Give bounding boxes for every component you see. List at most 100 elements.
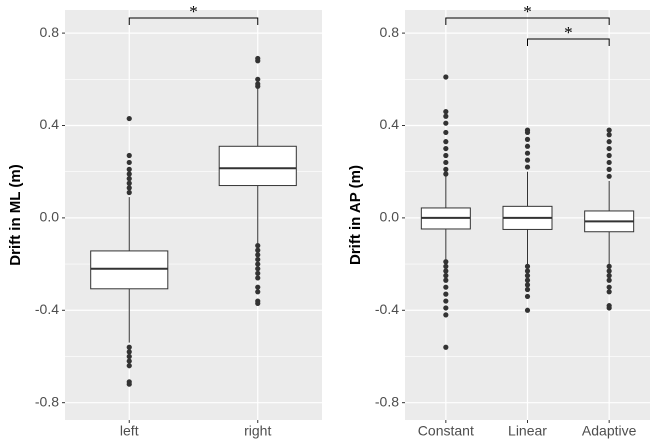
outlier xyxy=(126,115,132,122)
significance-bracket xyxy=(445,17,610,25)
y-tick-label: -0.8 xyxy=(375,393,399,409)
outlier xyxy=(524,273,531,279)
outlier xyxy=(606,132,612,138)
outlier xyxy=(126,344,132,350)
outlier xyxy=(606,268,612,274)
outlier xyxy=(443,152,449,159)
outlier xyxy=(255,300,261,306)
x-tick-label: Constant xyxy=(418,423,474,439)
outlier xyxy=(524,307,531,313)
outlier xyxy=(126,152,132,159)
outlier xyxy=(606,127,612,133)
outlier xyxy=(443,139,449,145)
x-tick-label: Linear xyxy=(508,423,547,439)
outlier xyxy=(524,164,531,170)
outlier xyxy=(255,76,261,82)
outlier xyxy=(606,284,612,290)
y-tick-label: 0.0 xyxy=(40,209,60,225)
outlier xyxy=(524,136,531,142)
significance-star: * xyxy=(564,23,573,42)
outlier xyxy=(524,143,531,149)
outlier xyxy=(606,173,612,179)
y-tick-label: -0.4 xyxy=(35,301,59,317)
outlier xyxy=(443,273,449,279)
outlier xyxy=(126,159,132,166)
outlier xyxy=(126,363,132,369)
outlier xyxy=(443,109,449,115)
outlier xyxy=(255,81,261,87)
outlier xyxy=(126,180,132,186)
panel-background xyxy=(65,10,322,420)
outlier xyxy=(255,266,261,272)
outlier xyxy=(606,166,612,172)
outlier xyxy=(443,166,449,172)
outlier xyxy=(443,305,449,311)
outlier xyxy=(126,353,132,360)
y-tick-label: 0.4 xyxy=(380,116,400,132)
outlier xyxy=(443,120,449,126)
outlier xyxy=(126,189,132,196)
outlier xyxy=(443,298,449,304)
outlier xyxy=(524,286,531,293)
y-tick-label: 0.8 xyxy=(380,24,400,40)
outlier xyxy=(126,176,132,182)
outlier xyxy=(606,305,612,311)
x-tick-label: Adaptive xyxy=(582,423,637,439)
significance-bracket xyxy=(527,38,610,46)
outlier xyxy=(524,268,531,274)
outlier xyxy=(443,145,449,152)
outlier xyxy=(126,349,132,355)
outlier xyxy=(443,277,449,283)
outlier xyxy=(443,113,449,119)
outlier xyxy=(126,381,132,387)
outlier xyxy=(443,344,449,350)
outlier xyxy=(255,261,261,267)
outlier xyxy=(443,291,449,297)
outlier xyxy=(606,273,612,279)
outlier xyxy=(606,159,612,166)
outlier xyxy=(606,145,612,152)
outlier xyxy=(524,263,531,269)
y-tick-label: 0.4 xyxy=(40,116,60,132)
significance-star: * xyxy=(523,2,532,21)
significance-bracket xyxy=(128,17,259,25)
y-tick-label: 0.8 xyxy=(40,24,60,40)
outlier xyxy=(255,252,261,258)
outlier xyxy=(606,277,612,283)
outlier xyxy=(606,152,612,159)
x-tick-label: right xyxy=(244,423,271,439)
y-tick-label: -0.8 xyxy=(35,393,59,409)
outlier xyxy=(126,358,132,364)
outlier xyxy=(255,55,261,62)
outlier xyxy=(255,289,261,295)
y-tick-label: -0.4 xyxy=(375,301,399,317)
outlier xyxy=(606,289,612,295)
outlier xyxy=(443,171,449,177)
outlier xyxy=(443,263,449,269)
outlier xyxy=(255,256,261,263)
y-axis-title: Drift in ML (m) xyxy=(7,164,24,265)
outlier xyxy=(443,159,449,166)
outlier xyxy=(524,157,531,163)
outlier xyxy=(524,282,531,288)
outlier xyxy=(443,129,449,136)
outlier xyxy=(524,150,531,156)
outlier xyxy=(126,171,132,177)
outlier xyxy=(255,243,261,249)
outlier xyxy=(255,284,261,290)
box xyxy=(90,250,169,290)
outlier xyxy=(443,312,449,318)
y-axis-title: Drift in AP (m) xyxy=(347,165,364,265)
outlier xyxy=(443,74,449,80)
outlier xyxy=(126,185,132,191)
outlier xyxy=(524,277,531,283)
outlier xyxy=(255,247,261,253)
significance-star: * xyxy=(189,2,198,21)
y-tick-label: 0.0 xyxy=(380,209,400,225)
outlier xyxy=(255,270,261,276)
outlier xyxy=(126,166,132,172)
outlier xyxy=(606,139,612,145)
outlier xyxy=(524,129,531,136)
outlier xyxy=(524,293,531,300)
